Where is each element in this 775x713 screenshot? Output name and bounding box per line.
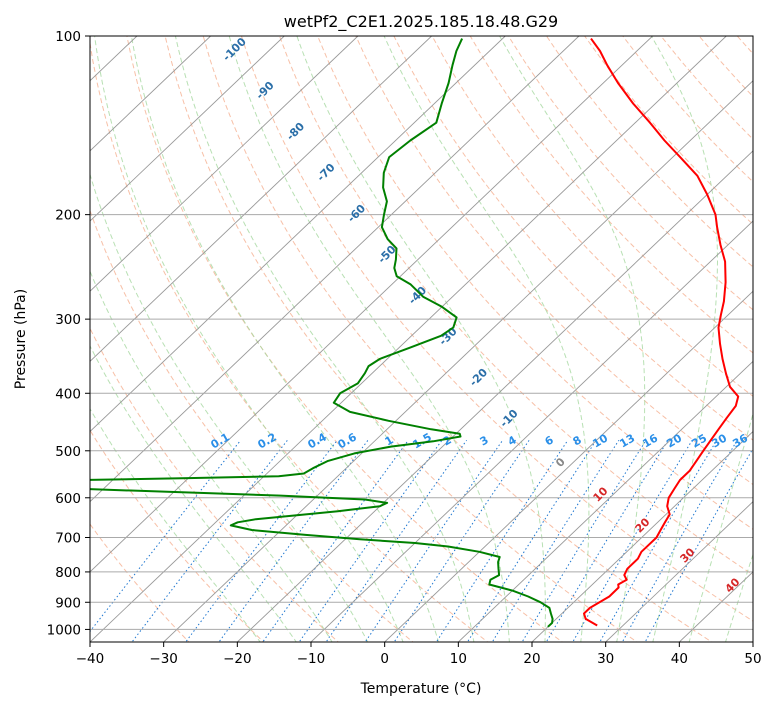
dry-adiabat-label: -100 <box>220 35 249 64</box>
x-tick-label: 0 <box>380 651 389 667</box>
mixing-ratio-line <box>261 440 408 644</box>
y-tick-label: 900 <box>55 595 81 611</box>
dry-adiabat-line <box>737 36 775 644</box>
moist-adiabat-line <box>384 36 589 643</box>
y-tick-label: 100 <box>55 29 81 45</box>
dry-adiabat-line <box>547 36 775 644</box>
x-tick-label: −20 <box>223 651 252 667</box>
x-tick-label: −30 <box>149 651 178 667</box>
dry-adiabat-label: -10 <box>497 407 520 430</box>
moist-adiabat-label: 40 <box>723 575 743 595</box>
y-tick-label: 800 <box>55 565 81 581</box>
isotherm-line <box>90 36 726 642</box>
x-tick-label: 10 <box>450 651 467 667</box>
dry-adiabat-line <box>661 36 775 644</box>
isotherm-line <box>0 36 211 642</box>
mixing-ratio-label: 0.2 <box>256 430 279 451</box>
moist-adiabat-line <box>229 36 509 643</box>
y-tick-label: 400 <box>55 386 81 402</box>
mixing-ratio-line <box>130 440 287 644</box>
dry-adiabat-line <box>699 36 775 644</box>
mixing-ratio-line <box>364 440 503 644</box>
mixing-ratio-label: 13 <box>617 432 637 451</box>
dry-adiabat-line <box>0 36 266 644</box>
moist-adiabat-line <box>131 36 438 643</box>
moist-adiabat-line <box>0 36 261 643</box>
isotherm-line <box>0 36 432 642</box>
moist-adiabat-line <box>63 36 368 643</box>
grid-lines <box>0 36 775 642</box>
mixing-ratio-label: 20 <box>664 431 684 450</box>
mixing-ratio-line <box>80 440 241 644</box>
x-tick-label: 20 <box>523 651 540 667</box>
isotherm-line <box>753 36 775 642</box>
moist-adiabat-label: 30 <box>678 545 698 565</box>
y-tick-label: 500 <box>55 444 81 460</box>
mixing-ratio-line <box>466 440 596 644</box>
profile-series <box>0 39 738 627</box>
isotherm-line <box>0 36 284 642</box>
mixing-ratio-label: 3 <box>478 433 491 448</box>
isotherm-line <box>0 36 63 642</box>
mixing-ratio-line <box>599 440 717 644</box>
moist-adiabat-line <box>95 36 404 643</box>
x-tick-label: 50 <box>744 651 761 667</box>
dry-adiabat-label: -20 <box>467 366 490 389</box>
dry-adiabat-label: -40 <box>406 284 429 307</box>
dry-adiabat-line <box>318 36 775 644</box>
isotherm-line <box>16 36 652 642</box>
moist-adiabat-line <box>725 36 775 643</box>
mixing-ratio-label: 0.1 <box>209 430 232 451</box>
y-axis-label: Pressure (hPa) <box>13 289 29 389</box>
x-tick-label: −10 <box>297 651 326 667</box>
mixing-ratio-label: 30 <box>709 431 729 450</box>
background-lines <box>0 36 775 644</box>
moist-adiabat-label: 0 <box>553 455 568 470</box>
dry-adiabat-label: -90 <box>253 79 276 102</box>
isotherm-line <box>458 36 775 642</box>
dry-adiabat-label: -80 <box>284 120 307 143</box>
dry-adiabat-line <box>470 36 775 644</box>
y-tick-label: 300 <box>55 312 81 328</box>
dry-adiabat-label: -70 <box>314 161 337 184</box>
isotherm-line <box>0 36 579 642</box>
mixing-ratio-line <box>491 440 619 644</box>
mixing-ratio-label: 6 <box>543 433 556 448</box>
isotherm-line <box>237 36 775 642</box>
y-tick-label: 1000 <box>47 622 81 638</box>
dry-adiabat-line <box>280 36 775 644</box>
mixing-ratio-line <box>644 440 758 644</box>
dry-adiabat-label: -60 <box>345 202 368 225</box>
mixing-ratio-label: 8 <box>571 433 584 448</box>
dry-adiabat-line <box>203 36 715 644</box>
x-tick-label: 40 <box>671 651 688 667</box>
mixing-ratio-line <box>571 440 692 644</box>
moist-adiabat-label: 10 <box>591 484 611 504</box>
y-tick-label: 200 <box>55 208 81 224</box>
mixing-ratio-label: 10 <box>590 431 610 450</box>
mixing-ratio-line <box>435 440 568 644</box>
moist-adiabat-label: 20 <box>633 515 653 535</box>
chart-title: wetPf2_C2E1.2025.185.18.48.G29 <box>284 12 558 32</box>
y-tick-label: 700 <box>55 531 81 547</box>
x-tick-label: 30 <box>597 651 614 667</box>
y-tick-label: 600 <box>55 491 81 507</box>
mixing-ratio-label: 0.6 <box>336 430 360 451</box>
mixing-ratio-line <box>298 440 442 644</box>
x-axis-label: Temperature (°C) <box>360 681 482 697</box>
x-tick-label: −40 <box>76 651 105 667</box>
dry-adiabat-line <box>356 36 775 644</box>
dry-adiabat-line <box>127 36 566 644</box>
